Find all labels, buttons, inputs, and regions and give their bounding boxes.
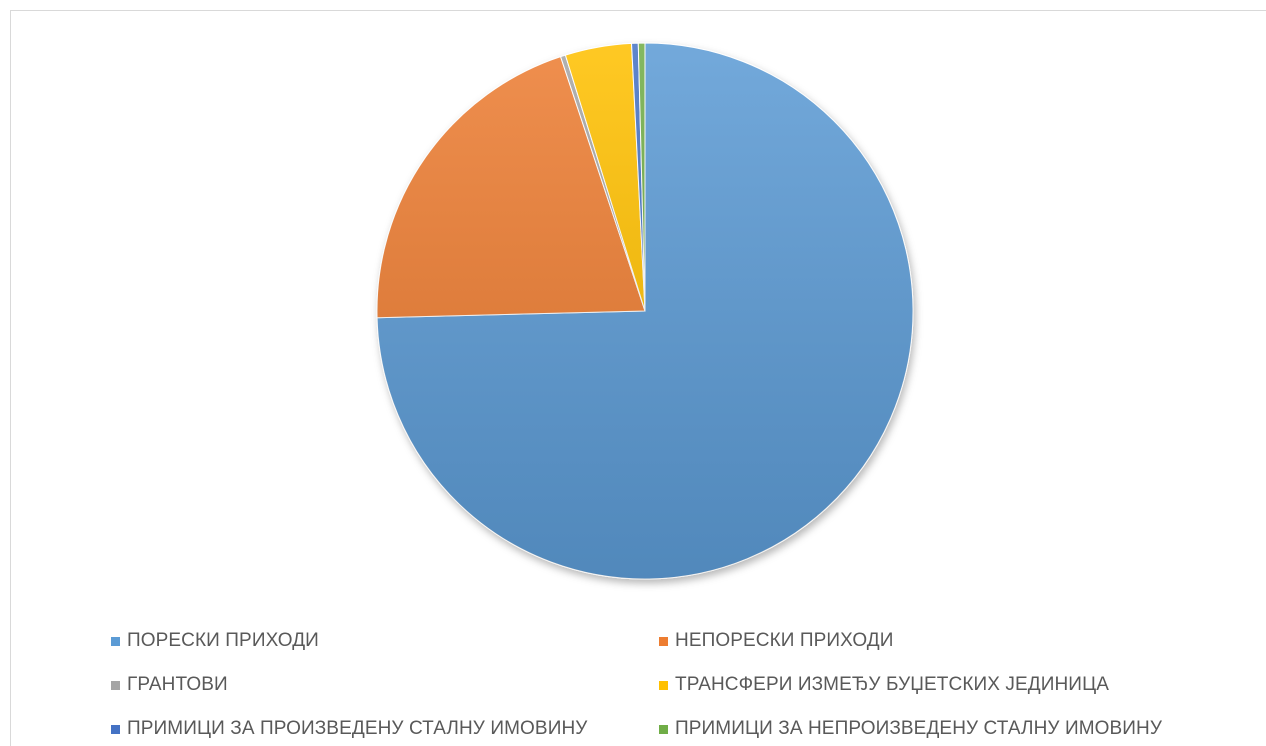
legend-swatch xyxy=(659,724,668,734)
legend-label: ПРИМИЦИ ЗА НЕПРОИЗВЕДЕНУ СТАЛНУ ИМОВИНУ xyxy=(675,718,1163,739)
legend-item: ПОРЕСКИ ПРИХОДИ xyxy=(111,629,659,653)
legend-swatch xyxy=(111,636,120,646)
pie-chart xyxy=(376,42,914,580)
legend-label: ПОРЕСКИ ПРИХОДИ xyxy=(127,630,319,651)
legend-label: НЕПОРЕСКИ ПРИХОДИ xyxy=(675,630,894,651)
legend-item: НЕПОРЕСКИ ПРИХОДИ xyxy=(659,629,1207,653)
legend-swatch xyxy=(659,636,668,646)
legend-label: ГРАНТОВИ xyxy=(127,674,228,695)
legend-item: ГРАНТОВИ xyxy=(111,673,659,697)
legend-swatch xyxy=(111,680,120,690)
chart-frame: ПОРЕСКИ ПРИХОДИ НЕПОРЕСКИ ПРИХОДИ ГРАНТО… xyxy=(10,10,1266,746)
legend: ПОРЕСКИ ПРИХОДИ НЕПОРЕСКИ ПРИХОДИ ГРАНТО… xyxy=(111,629,1231,741)
legend-item: ТРАНСФЕРИ ИЗМЕЂУ БУЏЕТСКИХ ЈЕДИНИЦА xyxy=(659,673,1207,697)
pie-slices xyxy=(376,42,914,580)
legend-swatch xyxy=(111,724,120,734)
legend-swatch xyxy=(659,680,668,690)
legend-label: ТРАНСФЕРИ ИЗМЕЂУ БУЏЕТСКИХ ЈЕДИНИЦА xyxy=(675,674,1109,695)
legend-label: ПРИМИЦИ ЗА ПРОИЗВЕДЕНУ СТАЛНУ ИМОВИНУ xyxy=(127,718,588,739)
legend-item: ПРИМИЦИ ЗА НЕПРОИЗВЕДЕНУ СТАЛНУ ИМОВИНУ xyxy=(659,717,1207,741)
legend-item: ПРИМИЦИ ЗА ПРОИЗВЕДЕНУ СТАЛНУ ИМОВИНУ xyxy=(111,717,659,741)
